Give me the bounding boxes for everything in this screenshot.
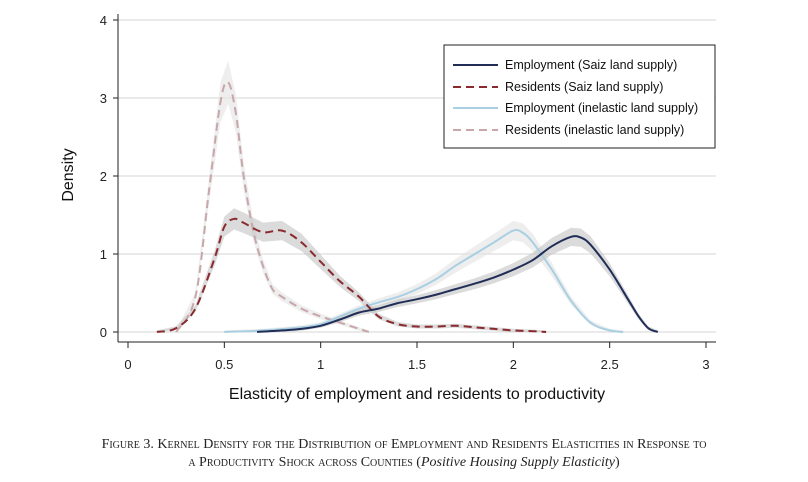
x-tick-label-5: 2.5 bbox=[601, 357, 619, 372]
x-tick-label-6: 3 bbox=[702, 357, 709, 372]
caption-line-1: Figure 3. Kernel Density for the Distrib… bbox=[101, 437, 707, 452]
y-tick-label-4: 4 bbox=[100, 13, 107, 28]
legend: Employment (Saiz land supply) Residents … bbox=[443, 44, 716, 149]
x-tick-label-4: 2 bbox=[510, 357, 517, 372]
band-series-3 bbox=[176, 60, 369, 333]
legend-label-residents-saiz: Residents (Saiz land supply) bbox=[505, 80, 663, 94]
legend-label-residents-inelastic: Residents (inelastic land supply) bbox=[505, 123, 684, 137]
line-series-2 bbox=[224, 229, 624, 333]
y-tick-label-1: 1 bbox=[100, 247, 107, 262]
caption-line-2: a Productivity Shock across Counties (Po… bbox=[0, 454, 808, 472]
density-chart: 0 1 2 3 4 0 0.5 1 1.5 2 2.5 3 Density Elasticity of… bbox=[60, 13, 716, 403]
axes: 0 1 2 3 4 0 0.5 1 1.5 2 2.5 3 bbox=[100, 13, 716, 372]
legend-label-employment-saiz: Employment (Saiz land supply) bbox=[505, 58, 677, 72]
x-tick-label-3: 1.5 bbox=[408, 357, 426, 372]
x-tick-label-2: 1 bbox=[317, 357, 324, 372]
caption-close-paren: ) bbox=[615, 455, 620, 470]
line-series-1 bbox=[156, 217, 547, 333]
y-tick-label-0: 0 bbox=[100, 325, 107, 340]
x-tick-label-1: 0.5 bbox=[215, 357, 233, 372]
caption-line-2-text: a Productivity Shock across Counties ( bbox=[188, 455, 421, 470]
density-lines bbox=[156, 80, 659, 333]
legend-label-employment-inelastic: Employment (inelastic land supply) bbox=[505, 101, 698, 115]
legend-box bbox=[443, 44, 716, 149]
line-series-0 bbox=[257, 235, 659, 333]
y-tick-label-3: 3 bbox=[100, 91, 107, 106]
y-axis-title: Density bbox=[60, 148, 77, 201]
caption-italic-text: Positive Housing Supply Elasticity bbox=[420, 455, 615, 470]
y-tick-label-2: 2 bbox=[100, 169, 107, 184]
line-series-3 bbox=[175, 80, 370, 333]
x-tick-label-0: 0 bbox=[124, 357, 131, 372]
figure-caption: Figure 3. Kernel Density for the Distrib… bbox=[0, 436, 808, 472]
x-axis-title: Elasticity of employment and residents t… bbox=[229, 386, 605, 403]
